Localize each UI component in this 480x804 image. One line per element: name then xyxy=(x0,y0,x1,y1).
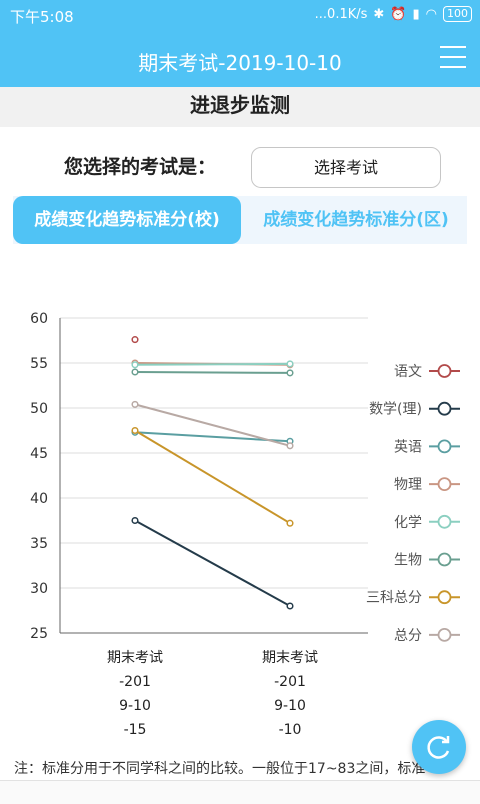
legend-label: 总分 xyxy=(394,628,422,644)
signal-icon: ▮ xyxy=(412,6,420,22)
legend-marker xyxy=(437,477,452,492)
data-point xyxy=(131,368,139,376)
data-point xyxy=(286,519,294,527)
data-point xyxy=(131,336,139,344)
series-line xyxy=(134,519,291,607)
data-point xyxy=(131,426,139,435)
x-tick-label: 期末考试 xyxy=(262,650,318,666)
y-tick-label: 35 xyxy=(30,536,48,552)
series-line xyxy=(134,429,291,525)
data-point xyxy=(131,516,139,525)
legend-label: 化学 xyxy=(394,515,422,531)
y-tick-label: 30 xyxy=(30,581,48,597)
legend-label: 语文 xyxy=(394,364,422,380)
bluetooth-icon: ✱ xyxy=(373,6,385,22)
tab-bar: 成绩变化趋势标准分(校) 成绩变化趋势标准分(区) xyxy=(13,196,467,244)
battery-icon: 100 xyxy=(443,6,472,22)
section-title: 进退步监测 xyxy=(190,93,290,117)
exam-select-label: 您选择的考试是： xyxy=(64,156,217,178)
x-tick-label: 期末考试 xyxy=(107,650,163,666)
trend-chart: 25 30 35 40 45 50 55 60 期末考试 -201 9-10 -15 期末考试 -201 9… xyxy=(30,311,460,738)
x-tick-label: -10 xyxy=(279,722,302,738)
refresh-button[interactable] xyxy=(412,720,466,774)
legend-marker xyxy=(437,439,452,454)
legend-marker xyxy=(437,627,452,642)
bottom-nav xyxy=(0,780,480,804)
legend-marker xyxy=(437,364,452,378)
menu-icon[interactable] xyxy=(440,46,466,68)
series-line xyxy=(134,371,291,374)
status-time: 下午5:08 xyxy=(10,8,74,26)
wifi-icon: ◠ xyxy=(425,6,437,22)
data-point xyxy=(286,442,294,450)
app-bar: 期末考试-2019-10-10 xyxy=(0,30,480,87)
x-tick-label: -201 xyxy=(274,674,306,690)
y-tick-label: 60 xyxy=(30,311,48,327)
tab-district-standard-score[interactable]: 成绩变化趋势标准分(区) xyxy=(263,210,449,230)
series-line xyxy=(134,362,291,366)
series-line xyxy=(134,403,291,447)
legend-marker xyxy=(437,590,452,605)
refresh-icon xyxy=(427,736,450,759)
legend-marker xyxy=(437,401,452,416)
y-tick-label: 55 xyxy=(30,356,48,372)
section-header: 进退步监测 xyxy=(0,87,480,127)
y-tick-label: 25 xyxy=(30,626,48,642)
x-tick-label: -15 xyxy=(124,722,147,738)
y-tick-label: 50 xyxy=(30,401,48,417)
data-point xyxy=(286,602,294,610)
status-icons: ...0.1K/s ✱ ⏰ ▮ ◠ 100 xyxy=(315,6,472,22)
legend-marker xyxy=(437,514,452,529)
status-bar: 下午5:08 ...0.1K/s ✱ ⏰ ▮ ◠ 100 xyxy=(0,0,480,30)
x-tick-label: 9-10 xyxy=(274,698,306,714)
legend-label: 数学(理) xyxy=(369,402,422,418)
data-point xyxy=(131,400,139,408)
notice-text: 注：标准分用于不同学科之间的比较。一般位于17~83之间，标准 xyxy=(14,761,426,777)
data-point xyxy=(286,369,294,377)
legend-marker xyxy=(437,552,452,567)
x-tick-label: 9-10 xyxy=(119,698,151,714)
legend-label: 英语 xyxy=(394,438,422,455)
y-tick-label: 45 xyxy=(30,446,48,462)
legend-label: 物理 xyxy=(394,477,422,493)
network-speed: ...0.1K/s xyxy=(314,6,368,22)
legend-label: 生物 xyxy=(394,553,422,569)
y-tick-label: 40 xyxy=(30,491,48,507)
page-title: 期末考试-2019-10-10 xyxy=(138,51,342,75)
legend-label: 三科总分 xyxy=(366,590,422,606)
select-exam-button[interactable]: 选择考试 xyxy=(251,147,441,188)
data-point xyxy=(286,360,294,368)
alarm-icon: ⏰ xyxy=(390,6,407,22)
data-point xyxy=(131,361,139,369)
tab-school-standard-score[interactable]: 成绩变化趋势标准分(校) xyxy=(13,196,241,244)
x-tick-label: -201 xyxy=(119,674,151,690)
